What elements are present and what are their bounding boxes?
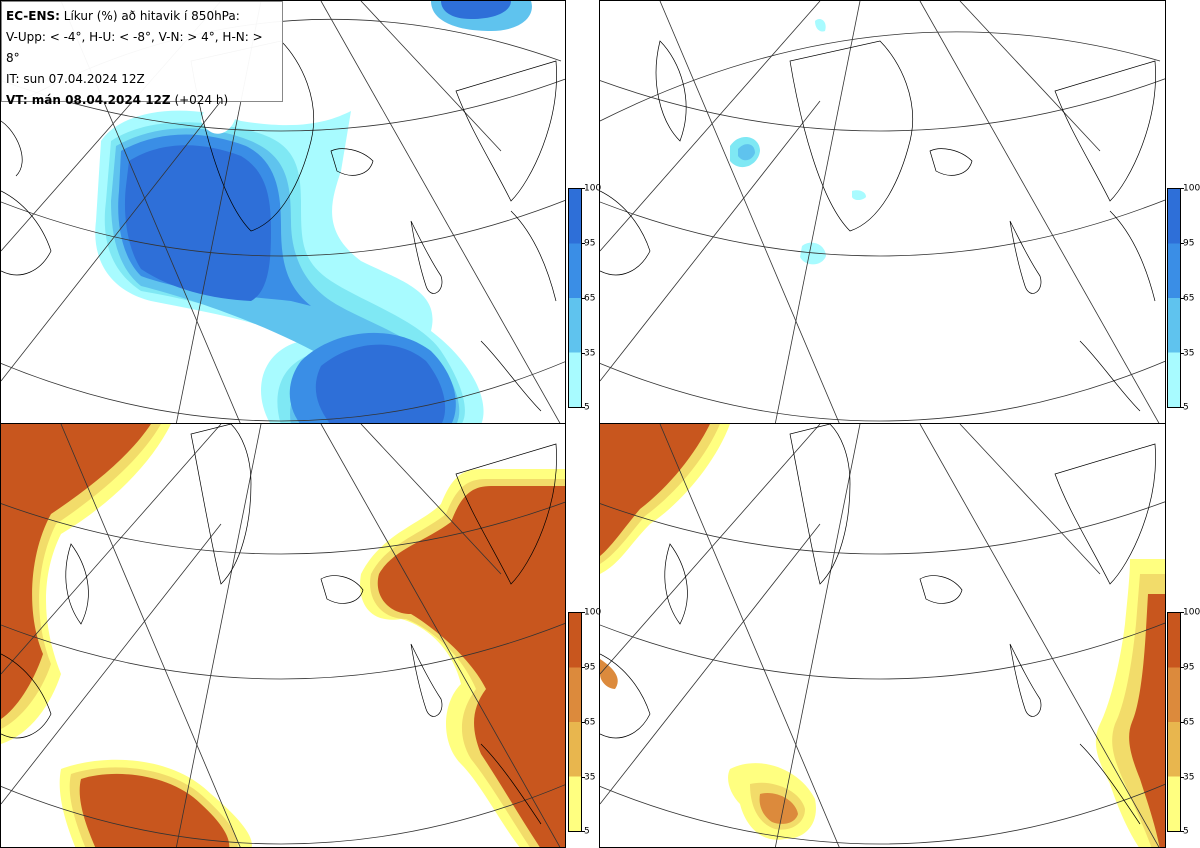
colorbar-tick: 35 <box>1183 772 1195 783</box>
colorbar-cold-right: 100 95 65 35 5 <box>1167 183 1200 413</box>
colorbar-tick: 95 <box>1183 662 1195 673</box>
colorbar-cold-left: 100 95 65 35 5 <box>568 183 602 413</box>
colorbar-tick: 95 <box>1183 238 1195 249</box>
colorbar-tick: 65 <box>1183 293 1195 304</box>
map-canvas <box>1 1 565 423</box>
colorbar-tick: 5 <box>584 826 590 837</box>
probability-fill-cold <box>730 19 866 265</box>
colorbar-tick: 5 <box>1183 402 1189 413</box>
colorbar-tick: 65 <box>584 717 596 728</box>
coastlines <box>600 424 1156 825</box>
colorbar-tick: 65 <box>1183 717 1195 728</box>
init-time-line: IT: sun 07.04.2024 12Z <box>6 72 145 86</box>
colorbar-tick: 95 <box>584 662 596 673</box>
forecast-info-box: EC-ENS: Líkur (%) að hitavik í 850hPa: V… <box>1 1 283 107</box>
coastlines <box>1 40 557 412</box>
valid-label: VT: mán 08.04.2024 12Z <box>6 93 171 107</box>
colorbar-tick: 100 <box>584 183 602 194</box>
colorbar-warm-left: 100 95 65 35 5 <box>568 607 602 837</box>
colorbar-gradient <box>1167 188 1181 408</box>
map-panel-top-right <box>599 0 1166 424</box>
colorbar-tick: 100 <box>1183 183 1200 194</box>
model-label: EC-ENS: <box>6 9 60 23</box>
title-line: EC-ENS: Líkur (%) að hitavik í 850hPa: <box>6 6 278 27</box>
map-panel-bottom-right <box>599 423 1166 848</box>
colorbar-gradient <box>1167 612 1181 832</box>
colorbar-tick: 5 <box>584 402 590 413</box>
title-text: Líkur (%) að hitavik í 850hPa: <box>63 9 240 23</box>
colorbar-tick: 35 <box>584 772 596 783</box>
coastlines <box>600 40 1156 412</box>
map-canvas <box>600 424 1165 847</box>
graticule <box>600 424 1165 847</box>
probability-fill-cold <box>95 1 532 423</box>
map-canvas <box>1 424 565 847</box>
graticule <box>600 1 1165 423</box>
valid-time-line: VT: mán 08.04.2024 12Z (+024 h) <box>6 90 278 111</box>
colorbar-tick: 65 <box>584 293 596 304</box>
probability-fill-warm <box>1 424 565 847</box>
coastlines <box>1 424 557 825</box>
colorbar-tick: 95 <box>584 238 596 249</box>
probability-fill-warm <box>600 424 1165 847</box>
colorbar-gradient <box>568 612 582 832</box>
colorbar-tick: 5 <box>1183 826 1189 837</box>
graticule <box>1 424 565 847</box>
thresholds-line: V-Upp: < -4°, H-U: < -8°, V-N: > 4°, H-N… <box>6 30 263 65</box>
colorbar-tick: 100 <box>1183 607 1200 618</box>
colorbar-gradient <box>568 188 582 408</box>
colorbar-tick: 100 <box>584 607 602 618</box>
map-panel-bottom-left <box>0 423 566 848</box>
colorbar-tick: 35 <box>1183 348 1195 359</box>
lead-time: (+024 h) <box>174 93 229 107</box>
colorbar-warm-right: 100 95 65 35 5 <box>1167 607 1200 837</box>
colorbar-tick: 35 <box>584 348 596 359</box>
map-canvas <box>600 1 1165 423</box>
map-panel-top-left: EC-ENS: Líkur (%) að hitavik í 850hPa: V… <box>0 0 566 424</box>
